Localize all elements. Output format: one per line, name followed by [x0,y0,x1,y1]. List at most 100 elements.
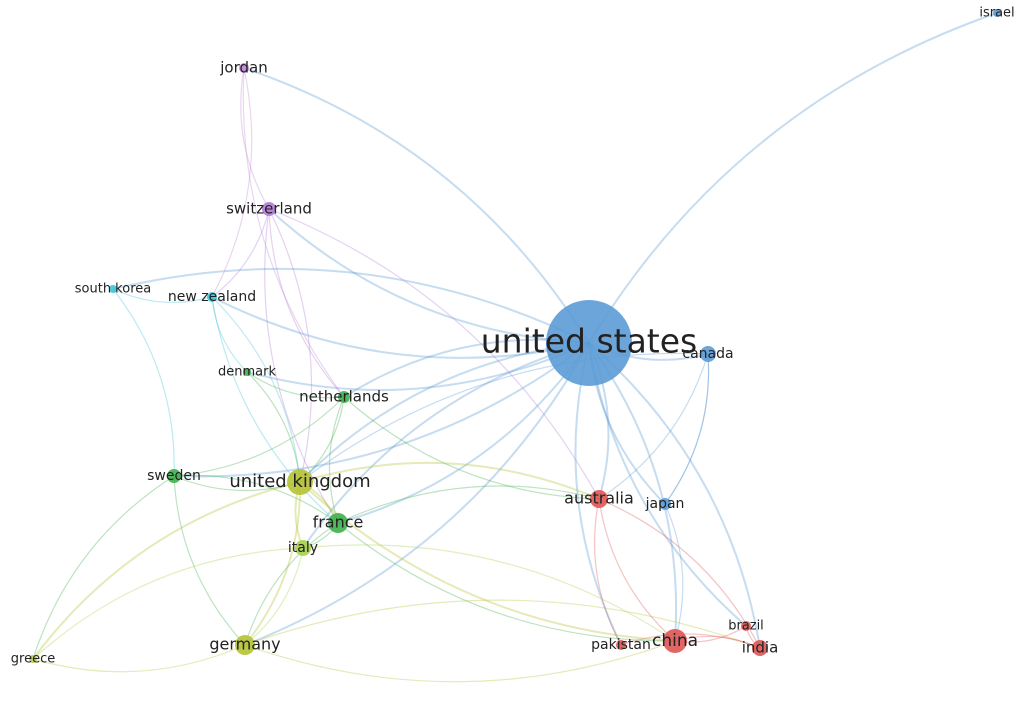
node [207,292,217,302]
edge [244,599,761,649]
node [659,498,671,510]
edge [244,522,339,646]
node-label: new zealand [168,289,256,305]
node [235,635,255,655]
node [616,640,626,650]
node-label: japan [645,496,685,512]
edge [664,353,710,505]
edge [244,342,590,646]
edge [242,67,345,398]
node-label: pakistan [591,637,651,653]
node-label: netherlands [299,388,389,406]
edge [244,640,676,683]
edge [593,498,622,646]
edge [588,342,761,649]
node-label: italy [288,540,318,556]
node-label: united states [481,322,697,361]
node [752,640,768,656]
node-label: brazil [728,619,764,634]
edge [264,208,339,524]
edge [173,475,246,646]
node-label: india [742,639,779,657]
edge [337,522,676,642]
edge [598,498,676,642]
nodes [29,9,1001,663]
edge [598,353,709,500]
edge [299,396,345,483]
edge [268,208,313,483]
edge [211,67,253,298]
edge [32,481,301,660]
node-label: switzerland [226,200,312,218]
node [663,629,687,653]
edge [243,67,590,344]
labels: israel jordan switzerland south korea new ze… [11,6,1015,667]
node-label: china [652,631,698,651]
node [700,346,716,362]
node-label: denmark [218,365,276,380]
edge [302,544,676,642]
node [29,655,37,663]
node [993,9,1001,17]
node [295,540,311,556]
node-label: france [313,513,364,532]
node-label: australia [564,489,634,508]
node-label: jordan [219,59,267,77]
node-label: israel [979,6,1014,21]
edge [588,12,998,344]
node [741,621,751,631]
edge [268,208,345,398]
node [167,469,181,483]
node [590,490,608,508]
node-label: south korea [75,282,151,297]
node [338,391,350,403]
edge [337,485,600,524]
node [328,513,348,533]
edge [240,67,270,210]
edge [112,288,175,477]
edge [173,396,345,477]
node [109,285,117,293]
node-label: sweden [147,468,201,484]
edge [302,342,590,549]
node-label: greece [11,652,55,667]
edge [211,296,339,524]
edge [32,644,246,673]
edge [32,547,304,660]
edge [211,296,590,359]
edge [664,503,684,642]
edge [32,475,175,660]
edge [173,474,339,524]
edge [299,352,709,483]
edge [299,342,590,483]
edge [112,267,590,344]
edge [246,371,301,483]
edge [173,475,301,492]
edge [343,396,600,500]
node-label: germany [209,635,280,654]
node [287,469,313,495]
edge [246,342,590,391]
edge [299,461,600,500]
edge [211,208,270,298]
edge [112,288,213,303]
edge [664,353,710,505]
node [239,63,249,73]
edge [244,481,302,646]
node-label: canada [682,346,733,362]
edge [244,547,304,646]
edge [588,342,747,627]
node [262,202,276,216]
edge [328,396,345,524]
edge [268,208,600,500]
edge [620,633,761,649]
edge [268,208,590,344]
node [546,300,632,386]
edge [211,296,301,483]
edge [173,342,590,478]
edge [211,296,248,373]
edge [246,371,345,399]
node-label: united kingdom [229,471,370,492]
node [243,368,251,376]
